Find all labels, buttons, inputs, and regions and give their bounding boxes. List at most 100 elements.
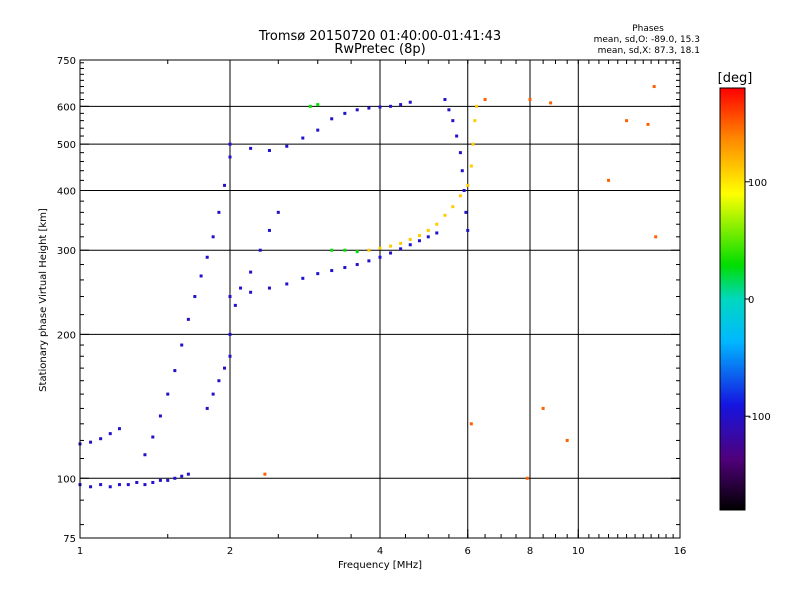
data-point xyxy=(343,111,347,115)
chart-title: Tromsø 20150720 01:40:00-01:41:43 xyxy=(258,29,501,44)
data-point xyxy=(158,478,162,482)
data-point xyxy=(451,119,455,123)
data-point xyxy=(308,104,312,108)
data-point xyxy=(108,485,112,489)
data-point xyxy=(228,354,232,358)
data-point xyxy=(469,164,473,168)
data-point xyxy=(399,241,403,245)
data-point xyxy=(180,474,184,478)
data-point xyxy=(173,369,177,373)
data-points xyxy=(78,85,658,489)
phase-stats-x: mean, sd,X: 87.3, 18.1 xyxy=(598,46,700,56)
data-point xyxy=(330,117,334,121)
data-point xyxy=(316,103,320,107)
data-point xyxy=(233,303,237,307)
y-axis-label: Stationary phase Virtual Height [km] xyxy=(38,208,49,392)
x-tick-label-1: 1 xyxy=(77,546,83,557)
data-point xyxy=(443,213,447,217)
data-point xyxy=(378,246,382,250)
data-point xyxy=(117,483,121,487)
data-point xyxy=(417,234,421,238)
data-point xyxy=(285,144,289,148)
data-point xyxy=(460,169,464,173)
data-point xyxy=(462,188,466,192)
x-tick-label-10: 10 xyxy=(572,546,585,557)
colorbar-tick-label--100: -100 xyxy=(748,412,771,423)
data-point xyxy=(464,210,468,214)
colorbar-label: [deg] xyxy=(718,71,753,86)
data-point xyxy=(458,194,462,198)
x-axis-label: Frequency [MHz] xyxy=(338,560,422,571)
x-tick-label-2: 2 xyxy=(227,546,233,557)
data-point xyxy=(435,231,439,235)
data-point xyxy=(389,104,393,108)
data-point xyxy=(447,108,451,112)
data-point xyxy=(205,406,209,410)
data-point xyxy=(301,276,305,280)
data-point xyxy=(367,259,371,263)
colorbar-tick-label-100: 100 xyxy=(748,178,767,189)
data-point xyxy=(426,235,430,239)
data-point xyxy=(249,290,253,294)
data-point xyxy=(217,210,221,214)
data-point xyxy=(301,136,305,140)
data-point xyxy=(343,266,347,270)
data-point xyxy=(541,406,545,410)
y-tick-label-75: 75 xyxy=(63,534,76,545)
data-point xyxy=(228,332,232,336)
data-point xyxy=(249,270,253,274)
data-point xyxy=(330,269,334,273)
phase-stats-heading: Phases xyxy=(632,24,664,34)
data-point xyxy=(475,104,479,108)
data-point xyxy=(89,440,93,444)
grid-lines xyxy=(80,60,680,538)
data-point xyxy=(99,483,103,487)
x-tick-label-4: 4 xyxy=(377,546,383,557)
data-point xyxy=(151,435,155,439)
data-point xyxy=(135,480,139,484)
data-point xyxy=(316,128,320,132)
data-point xyxy=(217,379,221,383)
data-point xyxy=(117,427,121,431)
data-point xyxy=(443,98,447,102)
data-point xyxy=(228,142,232,146)
data-point xyxy=(466,228,470,232)
data-point xyxy=(451,205,455,209)
data-point xyxy=(151,480,155,484)
data-point xyxy=(417,239,421,243)
data-point xyxy=(389,251,393,255)
data-point xyxy=(355,250,359,254)
data-point xyxy=(193,295,197,299)
data-point xyxy=(211,235,215,239)
data-point xyxy=(466,183,470,187)
y-tick-label-750: 750 xyxy=(57,56,76,67)
data-point xyxy=(408,243,412,247)
data-point xyxy=(126,483,130,487)
data-point xyxy=(186,472,190,476)
data-point xyxy=(408,237,412,241)
data-point xyxy=(228,155,232,159)
data-point xyxy=(180,343,184,347)
data-point xyxy=(469,422,473,426)
data-point xyxy=(455,134,459,138)
data-point xyxy=(258,248,262,252)
data-point xyxy=(143,453,147,457)
data-point xyxy=(173,476,177,480)
axes: 1 2 4 6 8 10 16 75 100 200 300 400 500 600 750 xyxy=(57,56,686,557)
data-point xyxy=(565,438,569,442)
data-point xyxy=(355,263,359,267)
data-point xyxy=(166,392,170,396)
data-point xyxy=(186,317,190,321)
data-point xyxy=(625,119,629,123)
data-point xyxy=(408,100,412,104)
chart-subtitle: RwPretec (8p) xyxy=(334,42,425,57)
data-point xyxy=(316,272,320,276)
data-point xyxy=(143,483,147,487)
data-point xyxy=(483,98,487,102)
data-point xyxy=(223,366,227,370)
data-point xyxy=(525,476,529,480)
y-tick-label-200: 200 xyxy=(57,330,76,341)
data-point xyxy=(378,255,382,259)
